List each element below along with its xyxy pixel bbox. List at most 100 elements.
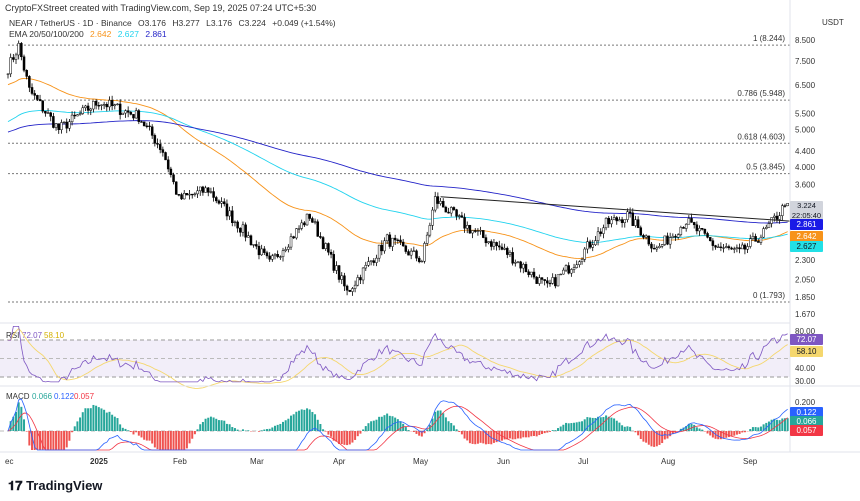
candle xyxy=(215,197,218,202)
macd-hist-bar xyxy=(749,429,752,431)
candle xyxy=(482,230,485,238)
candle xyxy=(420,260,424,263)
candle xyxy=(97,105,101,107)
macd-hist-bar xyxy=(127,430,130,431)
macd-hist-legend: 0.066 xyxy=(32,392,53,401)
candle xyxy=(433,196,437,211)
macd-hist-bar xyxy=(778,420,781,431)
candle xyxy=(503,247,506,250)
macd-hist-bar xyxy=(527,431,530,438)
macd-hist-bar xyxy=(145,431,148,441)
last-price: 3.224 xyxy=(797,201,816,210)
macd-hist-bar xyxy=(541,431,543,435)
macd-hist-bar xyxy=(167,431,170,450)
macd-hist-bar xyxy=(71,431,74,433)
price-tick: 4.400 xyxy=(795,147,816,156)
candle xyxy=(556,274,560,287)
candle xyxy=(631,212,635,226)
macd-hist-bar xyxy=(549,431,552,432)
macd-hist-bar xyxy=(33,431,36,450)
macd-hist-bar xyxy=(236,429,239,431)
macd-hist-bar xyxy=(479,431,482,443)
macd-hist-bar xyxy=(351,431,354,443)
macd-hist-bar xyxy=(308,409,311,431)
fib-label: 0 (1.793) xyxy=(753,291,785,300)
candle xyxy=(233,221,237,224)
candle xyxy=(532,271,536,278)
candle xyxy=(610,219,613,225)
resistance-trendline[interactable] xyxy=(440,196,791,222)
candle xyxy=(239,227,242,233)
candle xyxy=(700,228,704,230)
tradingview-logo[interactable]: 𝟏𝟕 TradingView xyxy=(8,478,102,494)
macd-tag: 0.122 xyxy=(790,407,823,418)
candle xyxy=(668,237,672,245)
candle xyxy=(198,186,202,192)
candle xyxy=(751,236,755,240)
macd-hist-bar xyxy=(439,410,442,431)
macd-hist-bar xyxy=(407,430,410,431)
candle xyxy=(650,243,653,249)
macd-hist-bar xyxy=(207,417,210,431)
macd-hist-bar xyxy=(730,431,733,437)
macd-hist-bar xyxy=(717,431,720,440)
macd-hist-bar xyxy=(100,408,103,431)
price-tick: 1.670 xyxy=(795,310,816,319)
candle xyxy=(474,230,477,232)
candle xyxy=(375,257,378,263)
macd-hist-bar xyxy=(751,427,754,431)
macd-hist-bar xyxy=(121,427,124,431)
candle xyxy=(404,245,408,252)
candle xyxy=(324,243,327,249)
candle xyxy=(652,248,656,250)
macd-hist-bar xyxy=(76,421,79,431)
candle xyxy=(527,271,530,275)
candle xyxy=(567,265,570,274)
ema200-value: 2.861 xyxy=(145,29,167,39)
macd-hist-bar xyxy=(316,419,319,431)
macd-hist-bar xyxy=(279,423,282,431)
macd-hist-bar xyxy=(404,427,407,431)
macd-hist-bar xyxy=(524,431,527,438)
macd-signal-line xyxy=(7,405,788,451)
macd-hist-bar xyxy=(618,422,621,431)
candle xyxy=(161,149,165,153)
macd-hist-bar xyxy=(575,422,578,431)
macd-hist-bar xyxy=(111,414,114,431)
candle xyxy=(348,289,352,292)
macd-hist-bar xyxy=(300,409,303,431)
macd-hist-bar xyxy=(516,431,519,439)
macd-hist-bar xyxy=(565,422,568,431)
candle xyxy=(92,100,95,110)
macd-hist-bar xyxy=(733,431,736,436)
price-tick: 2.050 xyxy=(795,276,816,285)
macd-hist-bar xyxy=(519,431,522,439)
macd-hist-bar xyxy=(180,431,183,450)
candle xyxy=(263,248,266,253)
candle xyxy=(385,234,389,242)
ema50-value: 2.642 xyxy=(90,29,112,39)
price-tick: 5.500 xyxy=(795,109,816,118)
macd-hist-bar xyxy=(119,424,122,431)
candle xyxy=(255,244,258,247)
symbol-name[interactable]: NEAR / TetherUS · 1D · Binance xyxy=(9,18,132,28)
ema-label[interactable]: EMA 20/50/100/200 xyxy=(9,29,84,39)
candle xyxy=(457,215,461,217)
candle xyxy=(716,246,720,248)
candle xyxy=(38,99,42,102)
macd-hist-bar xyxy=(567,423,570,431)
candle xyxy=(476,230,480,232)
macd-hist-bar xyxy=(354,431,357,440)
candle xyxy=(36,95,39,100)
macd-hist-bar xyxy=(25,431,28,432)
candle xyxy=(730,247,733,250)
candle xyxy=(236,221,239,229)
candle xyxy=(620,219,624,223)
macd-hist-bar xyxy=(655,431,658,447)
close-value: C3.224 xyxy=(238,18,266,28)
macd-hist-bar xyxy=(709,431,712,436)
candle xyxy=(423,243,426,262)
macd-hist-bar xyxy=(68,431,71,441)
macd-hist-bar xyxy=(666,431,669,439)
